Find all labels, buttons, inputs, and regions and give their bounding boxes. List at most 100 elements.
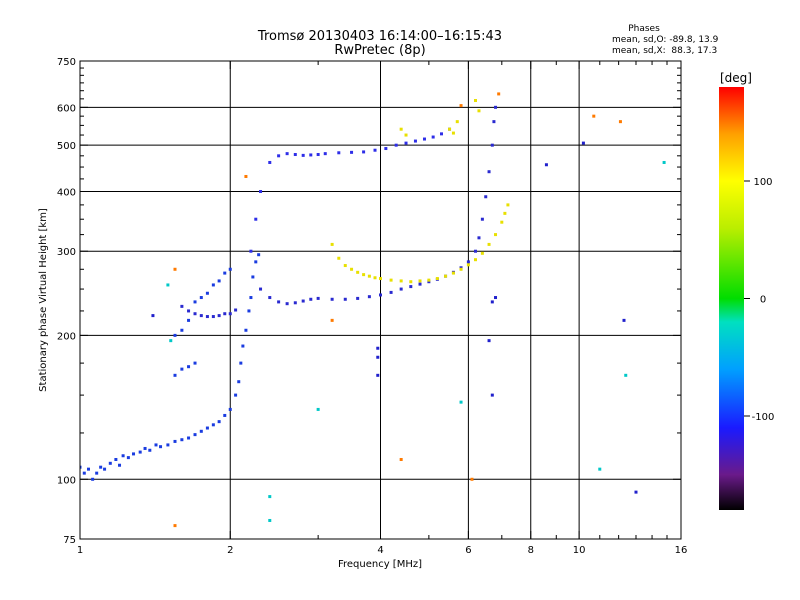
data-point bbox=[187, 318, 191, 322]
data-point bbox=[413, 139, 417, 143]
data-point bbox=[228, 312, 232, 316]
x-tick-label: 10 bbox=[573, 545, 586, 556]
data-point bbox=[384, 147, 388, 151]
data-point bbox=[193, 361, 197, 365]
data-point bbox=[592, 114, 596, 118]
data-point bbox=[399, 127, 403, 131]
data-point bbox=[138, 450, 142, 454]
data-point bbox=[180, 304, 184, 308]
data-point bbox=[293, 153, 297, 157]
y-tick-label: 300 bbox=[57, 247, 76, 258]
data-point bbox=[254, 217, 258, 221]
y-tick-label: 200 bbox=[57, 331, 76, 342]
data-point bbox=[440, 132, 444, 136]
data-point bbox=[199, 296, 203, 300]
data-point bbox=[598, 467, 602, 471]
data-point bbox=[228, 407, 232, 411]
data-point bbox=[259, 189, 263, 193]
data-point bbox=[211, 423, 215, 427]
data-point bbox=[373, 276, 377, 280]
data-point bbox=[244, 174, 248, 178]
data-point bbox=[431, 135, 435, 139]
data-point bbox=[427, 280, 431, 284]
data-point bbox=[473, 258, 477, 262]
data-point bbox=[293, 301, 297, 305]
data-point bbox=[350, 150, 354, 154]
colorbar-ticks: 100 0 -100 bbox=[744, 177, 774, 423]
data-point bbox=[624, 373, 628, 377]
data-point bbox=[487, 170, 491, 174]
data-point bbox=[285, 152, 289, 156]
data-point bbox=[114, 457, 118, 461]
data-point bbox=[544, 163, 548, 167]
data-point bbox=[444, 274, 448, 278]
data-point bbox=[618, 120, 622, 124]
data-point bbox=[234, 393, 238, 397]
data-point bbox=[492, 120, 496, 124]
data-point bbox=[301, 299, 305, 303]
data-point bbox=[259, 287, 263, 291]
data-point bbox=[451, 131, 455, 135]
data-point bbox=[223, 312, 227, 316]
data-point bbox=[249, 249, 253, 253]
data-point bbox=[394, 143, 398, 147]
data-point bbox=[459, 266, 463, 270]
data-point bbox=[217, 279, 221, 283]
colorbar-label: [deg] bbox=[720, 71, 752, 85]
data-point bbox=[389, 290, 393, 294]
data-point bbox=[166, 443, 170, 447]
data-point bbox=[418, 282, 422, 286]
y-tick-label: 100 bbox=[57, 475, 76, 486]
data-point bbox=[581, 141, 585, 145]
data-point bbox=[373, 148, 377, 152]
data-point bbox=[448, 127, 452, 131]
data-point bbox=[418, 279, 422, 283]
data-point bbox=[199, 314, 203, 318]
data-point bbox=[166, 283, 170, 287]
data-point bbox=[228, 267, 232, 271]
data-point bbox=[330, 297, 334, 301]
data-point bbox=[662, 160, 666, 164]
data-point bbox=[487, 242, 491, 246]
data-point bbox=[487, 339, 491, 343]
data-point bbox=[409, 280, 413, 284]
data-point bbox=[455, 120, 459, 124]
data-point bbox=[173, 373, 177, 377]
data-point bbox=[95, 471, 99, 475]
data-point bbox=[490, 393, 494, 397]
data-point bbox=[404, 133, 408, 137]
data-point bbox=[187, 309, 191, 313]
data-point bbox=[309, 153, 313, 157]
data-point bbox=[173, 267, 177, 271]
x-tick-label: 16 bbox=[675, 545, 688, 556]
data-point bbox=[323, 152, 327, 156]
y-tick-label: 500 bbox=[57, 141, 76, 152]
data-point bbox=[154, 443, 158, 447]
data-point bbox=[211, 283, 215, 287]
data-point bbox=[180, 367, 184, 371]
data-point bbox=[356, 270, 360, 274]
data-point bbox=[362, 273, 366, 277]
data-point bbox=[435, 277, 439, 281]
data-point bbox=[121, 454, 125, 458]
data-point bbox=[268, 518, 272, 522]
colorbar bbox=[719, 87, 744, 510]
data-point bbox=[343, 264, 347, 268]
data-point bbox=[108, 461, 112, 465]
data-point bbox=[234, 308, 238, 312]
data-point bbox=[193, 300, 197, 304]
x-tick-label: 1 bbox=[77, 545, 83, 556]
data-point bbox=[427, 278, 431, 282]
stats-heading: Phases bbox=[628, 24, 660, 34]
data-point bbox=[316, 407, 320, 411]
data-point bbox=[451, 271, 455, 275]
x-tick-label: 8 bbox=[528, 545, 534, 556]
data-point bbox=[409, 285, 413, 289]
data-point bbox=[173, 524, 177, 528]
data-point bbox=[459, 104, 463, 108]
data-point bbox=[330, 318, 334, 322]
data-point bbox=[247, 309, 251, 313]
data-point bbox=[362, 150, 366, 154]
data-point bbox=[337, 256, 341, 260]
